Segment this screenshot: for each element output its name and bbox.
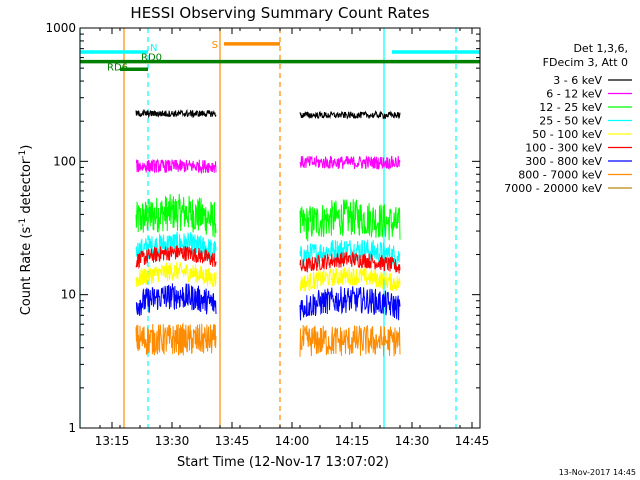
legend-label-25-50-kev: 25 - 50 keV bbox=[539, 115, 602, 128]
plot-area: N S RD0 RD6 bbox=[79, 28, 480, 428]
series-line-3-6-kev-1 bbox=[299, 110, 401, 120]
series-line-50-100-kev-0 bbox=[135, 262, 217, 288]
y-axis-label-mid: detector bbox=[19, 158, 34, 218]
y-tick-label-2: 100 bbox=[53, 154, 76, 168]
chart-title: HESSI Observing Summary Count Rates bbox=[130, 4, 429, 22]
legend-label-12-25-kev: 12 - 25 keV bbox=[539, 101, 602, 114]
x-tick-label-0: 13:15 bbox=[95, 434, 130, 448]
flag-label-n: N bbox=[150, 43, 157, 54]
series-line-300-800-kev-0 bbox=[135, 283, 217, 316]
legend-label-800-7000-kev: 800 - 7000 keV bbox=[518, 169, 602, 182]
x-tick-label-4: 14:15 bbox=[335, 434, 370, 448]
series-line-6-12-kev-0 bbox=[135, 158, 217, 175]
legend-label-100-300-kev: 100 - 300 keV bbox=[525, 142, 602, 155]
series-line-800-7000-kev-0 bbox=[135, 322, 217, 356]
flag-label-rd0: RD0 bbox=[141, 53, 162, 64]
y-axis-label: Count Rate (s-1 detector-1) bbox=[18, 145, 34, 316]
x-tick-label-5: 14:30 bbox=[395, 434, 430, 448]
x-tick-label-1: 13:30 bbox=[155, 434, 190, 448]
x-tick-label-3: 14:00 bbox=[275, 434, 310, 448]
legend-header-line-2: FDecim 3, Att 0 bbox=[543, 56, 628, 69]
y-axis-label-sup1: -1 bbox=[18, 218, 28, 227]
x-tick-label-2: 13:45 bbox=[215, 434, 250, 448]
flag-label-rd6: RD6 bbox=[107, 62, 128, 73]
x-axis-label: Start Time (12-Nov-17 13:07:02) bbox=[177, 455, 389, 470]
legend-label-6-12-kev: 6 - 12 keV bbox=[546, 88, 602, 101]
legend-label-7000-20000-kev: 7000 - 20000 keV bbox=[504, 182, 602, 195]
series-line-25-50-kev-0 bbox=[135, 231, 217, 263]
series-line-3-6-kev-0 bbox=[135, 108, 217, 119]
x-axis: 13:15 13:30 13:45 14:00 14:15 14:30 14:45 bbox=[79, 28, 490, 448]
y-axis-label-sup2: -1 bbox=[18, 150, 28, 159]
y-tick-label-1: 10 bbox=[61, 288, 76, 302]
legend-label-3-6-kev: 3 - 6 keV bbox=[553, 74, 602, 87]
series-line-300-800-kev-1 bbox=[299, 286, 401, 321]
series-line-12-25-kev-1 bbox=[299, 199, 401, 242]
y-tick-label-0: 1 bbox=[68, 421, 76, 435]
series-line-100-300-kev-1 bbox=[299, 250, 401, 274]
y-axis: 1 10 100 1000 bbox=[45, 21, 480, 435]
series-line-800-7000-kev-1 bbox=[299, 324, 401, 357]
y-axis-label-main: Count Rate (s bbox=[19, 227, 34, 316]
legend-label-50-100-kev: 50 - 100 keV bbox=[532, 128, 602, 141]
series-line-6-12-kev-1 bbox=[299, 155, 401, 171]
x-tick-label-6: 14:45 bbox=[455, 434, 490, 448]
series-line-50-100-kev-1 bbox=[299, 266, 401, 292]
footer-timestamp: 13-Nov-2017 14:45 bbox=[559, 468, 636, 477]
y-axis-label-end: ) bbox=[19, 145, 34, 150]
legend-label-300-800-kev: 300 - 800 keV bbox=[525, 155, 602, 168]
series-line-100-300-kev-0 bbox=[135, 245, 217, 269]
series-line-12-25-kev-0 bbox=[135, 193, 217, 238]
flag-label-s: S bbox=[212, 40, 218, 51]
y-tick-label-3: 1000 bbox=[45, 21, 76, 35]
legend-header-line-1: Det 1,3,6, bbox=[573, 42, 628, 55]
